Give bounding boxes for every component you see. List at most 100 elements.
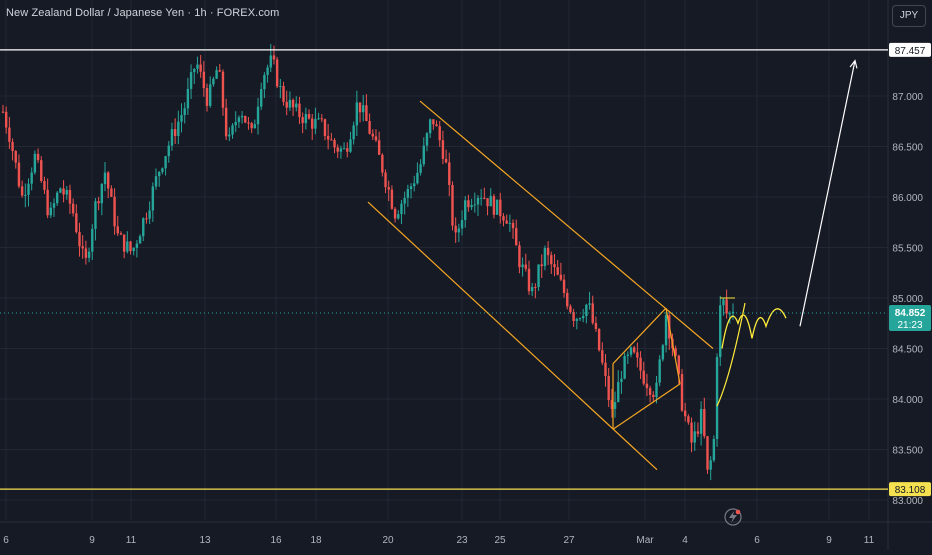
channel-lower-line	[367, 201, 658, 471]
candle-body	[43, 181, 46, 190]
candle-body	[193, 68, 196, 73]
candle-body	[585, 304, 588, 317]
candle-body	[158, 171, 161, 177]
candle-body	[722, 299, 725, 306]
support-label: 83.108	[895, 485, 926, 496]
candle-body	[680, 374, 684, 411]
drawings	[367, 59, 858, 471]
candle-body	[636, 352, 639, 358]
candle-body	[221, 71, 225, 108]
flag-upper-line	[612, 307, 667, 365]
candle-body	[228, 134, 231, 137]
candle-body	[352, 125, 355, 140]
candle-body	[282, 86, 285, 102]
candle-body	[1, 111, 5, 113]
price-tick-label: 85.000	[892, 294, 923, 305]
candle-body	[326, 135, 330, 140]
candle-body	[196, 64, 199, 69]
candle-body	[661, 345, 665, 360]
candle-body	[110, 188, 113, 197]
price-tick-label: 83.500	[892, 446, 923, 457]
candle-body	[693, 431, 696, 443]
candle-body	[546, 248, 550, 256]
candle-body	[508, 223, 512, 225]
candle-body	[250, 123, 253, 129]
candle-body	[492, 196, 496, 215]
candle-body	[215, 70, 218, 79]
candle-body	[550, 255, 553, 265]
resistance-label: 87.457	[895, 46, 926, 57]
flag-lower-line	[612, 383, 681, 430]
candle-body	[674, 348, 677, 356]
candle-body	[467, 200, 470, 208]
candle-body	[441, 140, 445, 159]
candle-body	[645, 383, 649, 389]
candle-body	[202, 71, 206, 89]
candle-body	[623, 355, 626, 379]
candle-body	[247, 122, 250, 124]
candle-body	[304, 114, 308, 124]
candle-body	[368, 121, 371, 134]
time-tick-label: 9	[89, 535, 95, 546]
candle-body	[8, 127, 11, 142]
candle-body	[495, 199, 499, 215]
candles	[1, 43, 735, 481]
candle-body	[244, 115, 247, 123]
candle-body	[505, 220, 508, 224]
candle-body	[444, 158, 448, 163]
candle-body	[464, 200, 467, 221]
candle-body	[690, 422, 693, 443]
candle-body	[129, 241, 132, 252]
candle-body	[62, 188, 65, 195]
candle-body	[269, 55, 272, 68]
candle-body	[65, 189, 68, 195]
candle-body	[68, 189, 72, 204]
price-tick-label: 87.000	[892, 92, 923, 103]
candle-body	[330, 139, 333, 141]
candle-body	[581, 316, 585, 319]
candle-body	[620, 378, 623, 383]
candle-body	[212, 78, 215, 85]
candle-body	[189, 72, 193, 89]
candle-body	[604, 362, 607, 377]
candle-body	[607, 376, 610, 401]
time-tick-label: 6	[754, 535, 760, 546]
candle-body	[489, 196, 492, 207]
last-price-label: 84.852	[895, 308, 926, 319]
candle-body	[199, 64, 202, 72]
candle-body	[317, 118, 320, 120]
time-axis[interactable]: 6 9 11 13 16 18 20 23 25 27 Mar 4 6 9 11	[3, 535, 874, 546]
breakout-arrow-shaft	[799, 60, 856, 327]
candle-body	[728, 313, 732, 315]
candle-body	[256, 106, 260, 125]
candle-body	[725, 299, 728, 314]
candle-body	[52, 203, 56, 208]
price-axis[interactable]: 83.000 83.500 84.000 84.500 85.000 85.500 86.0…	[892, 92, 923, 507]
candle-body	[342, 148, 346, 150]
price-tick-label: 84.000	[892, 395, 923, 406]
candle-body	[106, 172, 110, 189]
projection-zigzag	[721, 308, 787, 349]
candle-body	[687, 416, 690, 423]
candle-body	[706, 436, 709, 470]
candle-body	[537, 264, 540, 288]
candle-body	[209, 84, 212, 106]
lightning-replay-icon[interactable]	[724, 508, 742, 526]
candle-body	[479, 197, 483, 199]
candle-body	[677, 355, 681, 375]
candle-body	[122, 234, 126, 252]
time-tick-label: 9	[826, 535, 832, 546]
price-tick-label: 84.500	[892, 345, 923, 356]
candle-body	[113, 196, 116, 227]
candle-body	[556, 267, 559, 275]
candle-body	[339, 148, 343, 152]
candle-body	[416, 172, 419, 184]
candle-body	[253, 124, 257, 129]
candle-body	[483, 197, 486, 199]
candle-body	[138, 236, 142, 244]
currency-button[interactable]: JPY	[892, 5, 926, 27]
candle-body	[476, 197, 480, 205]
candle-body	[116, 226, 119, 234]
